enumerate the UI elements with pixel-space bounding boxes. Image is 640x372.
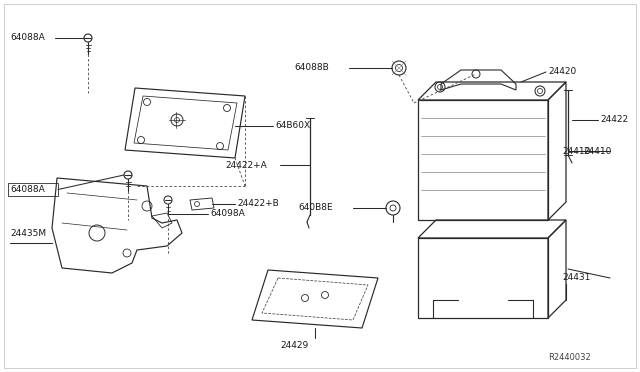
Text: R2440032: R2440032 (548, 353, 591, 362)
Text: 64B60X: 64B60X (275, 122, 310, 131)
Text: 640B8E: 640B8E (298, 203, 333, 212)
Bar (8, 183, 58, 196)
Text: 24422: 24422 (600, 115, 628, 125)
Text: 24410: 24410 (584, 147, 612, 155)
Text: 64098A: 64098A (210, 209, 244, 218)
Text: 24410: 24410 (562, 147, 590, 155)
Text: 64088B: 64088B (294, 64, 329, 73)
Text: 64088A: 64088A (10, 33, 45, 42)
Text: 24420: 24420 (548, 67, 576, 77)
Text: 24429: 24429 (280, 340, 308, 350)
Text: 64088A: 64088A (10, 185, 45, 194)
Text: 24422+A: 24422+A (225, 160, 267, 170)
Text: 24422+B: 24422+B (237, 199, 279, 208)
Text: 24435M: 24435M (10, 228, 46, 237)
Text: 24431: 24431 (562, 273, 590, 282)
